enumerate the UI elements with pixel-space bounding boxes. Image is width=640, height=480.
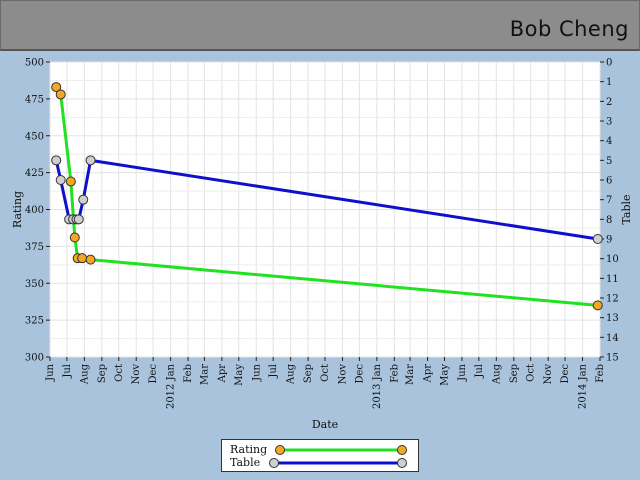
y-tick-label: 300 xyxy=(25,353,44,364)
data-point-rating xyxy=(77,253,88,264)
data-point-rating xyxy=(51,82,62,93)
y2-tick-label: 10 xyxy=(606,254,619,265)
x-tick-label: Jun xyxy=(251,363,262,381)
x-tick-label: Apr xyxy=(217,364,228,384)
legend-marker-rating-end xyxy=(397,445,407,455)
y-axis-title: Rating xyxy=(11,191,24,228)
legend-label-table: Table xyxy=(230,456,261,469)
data-point-rating xyxy=(65,176,76,187)
y2-axis-title: Table xyxy=(620,194,633,224)
x-tick-label: Nov xyxy=(131,364,142,385)
x-tick-label: Nov xyxy=(337,364,348,385)
data-point-rating xyxy=(69,232,80,243)
y2-tick-label: 5 xyxy=(606,156,612,167)
x-tick-label: 2014 Jan xyxy=(578,363,589,409)
y-tick-label: 350 xyxy=(25,279,44,290)
legend-entry-rating: Rating xyxy=(230,443,267,457)
x-tick-label: Feb xyxy=(595,364,606,383)
x-tick-label: Aug xyxy=(491,363,502,385)
data-point-rating xyxy=(85,254,96,265)
legend-swatches xyxy=(269,445,407,468)
data-point-rating xyxy=(592,300,603,311)
y2-tick-label: 9 xyxy=(606,235,612,246)
data-point-table xyxy=(73,214,84,225)
x-tick-label: Sep xyxy=(303,364,314,383)
y-tick-label: 500 xyxy=(25,58,44,69)
legend-marker-table-start xyxy=(269,458,279,468)
y2-tick-label: 8 xyxy=(606,215,612,226)
y2-tick-label: 11 xyxy=(606,274,619,285)
x-tick-label: Jul xyxy=(268,364,279,379)
x-tick-label: Oct xyxy=(320,364,331,382)
x-tick-label: Aug xyxy=(286,363,297,385)
series-markers xyxy=(51,82,603,311)
x-tick-label: Mar xyxy=(199,364,210,385)
legend-entry-table: Table xyxy=(230,456,260,470)
y2-tick-label: 14 xyxy=(606,333,619,344)
x-tick-label: Apr xyxy=(423,364,434,384)
x-tick-label: Jun xyxy=(457,363,468,381)
data-point-table xyxy=(78,194,89,205)
y2-tick-label: 4 xyxy=(606,136,612,147)
x-tick-label: Sep xyxy=(97,364,108,383)
y2-tick-label: 6 xyxy=(606,176,612,187)
x-tick-label: Oct xyxy=(114,364,125,382)
y2-tick-label: 3 xyxy=(606,117,612,128)
data-point-table xyxy=(51,155,62,166)
x-tick-label: Dec xyxy=(560,364,571,384)
y-tick-label: 325 xyxy=(25,316,44,327)
data-point-rating xyxy=(55,89,66,100)
y2-tick-label: 12 xyxy=(606,294,619,305)
x-tick-label: Jul xyxy=(474,364,485,379)
x-tick-label: Sep xyxy=(509,364,520,383)
y2-tick-label: 15 xyxy=(606,353,619,364)
x-tick-label: Jul xyxy=(62,364,73,379)
x-tick-label: Mar xyxy=(405,364,416,385)
legend-marker-table-end xyxy=(397,458,407,468)
y-tick-label: 475 xyxy=(25,94,44,105)
y2-tick-label: 1 xyxy=(606,77,612,88)
y2-tick-label: 13 xyxy=(606,313,619,324)
y-tick-label: 400 xyxy=(25,205,44,216)
x-tick-label: May xyxy=(439,364,450,386)
y-tick-label: 450 xyxy=(25,131,44,142)
legend: Rating Table xyxy=(221,439,419,472)
grid xyxy=(49,61,601,358)
x-tick-label: Aug xyxy=(79,363,90,385)
x-tick-label: Dec xyxy=(148,364,159,384)
x-tick-label: Nov xyxy=(543,364,554,385)
y-tick-label: 375 xyxy=(25,242,44,253)
data-point-table xyxy=(85,155,96,166)
x-tick-label: Oct xyxy=(526,364,537,382)
header-bar: Bob Cheng xyxy=(0,0,640,51)
x-tick-label: Feb xyxy=(183,364,194,383)
legend-marker-rating-start xyxy=(275,445,285,455)
axes: Jun Jul Aug Sep Oct Nov Dec 2012 Jan Feb Mar Apr Ma… xyxy=(25,58,619,410)
y2-tick-label: 2 xyxy=(606,97,612,108)
data-point-table xyxy=(55,175,66,185)
y2-tick-label: 7 xyxy=(606,195,612,206)
data-point-table xyxy=(592,234,603,244)
user-name: Bob Cheng xyxy=(509,17,629,41)
x-tick-label: Jun xyxy=(45,363,56,381)
legend-label-rating: Rating xyxy=(230,443,268,456)
x-tick-label: 2012 Jan xyxy=(166,363,177,409)
x-tick-label: Dec xyxy=(354,364,365,384)
x-tick-label: 2013 Jan xyxy=(372,363,383,409)
y2-tick-label: 0 xyxy=(606,58,612,69)
y-tick-label: 425 xyxy=(25,168,44,179)
x-tick-label: May xyxy=(234,364,245,386)
x-axis-title: Date xyxy=(312,418,338,431)
x-tick-label: Feb xyxy=(389,364,400,383)
